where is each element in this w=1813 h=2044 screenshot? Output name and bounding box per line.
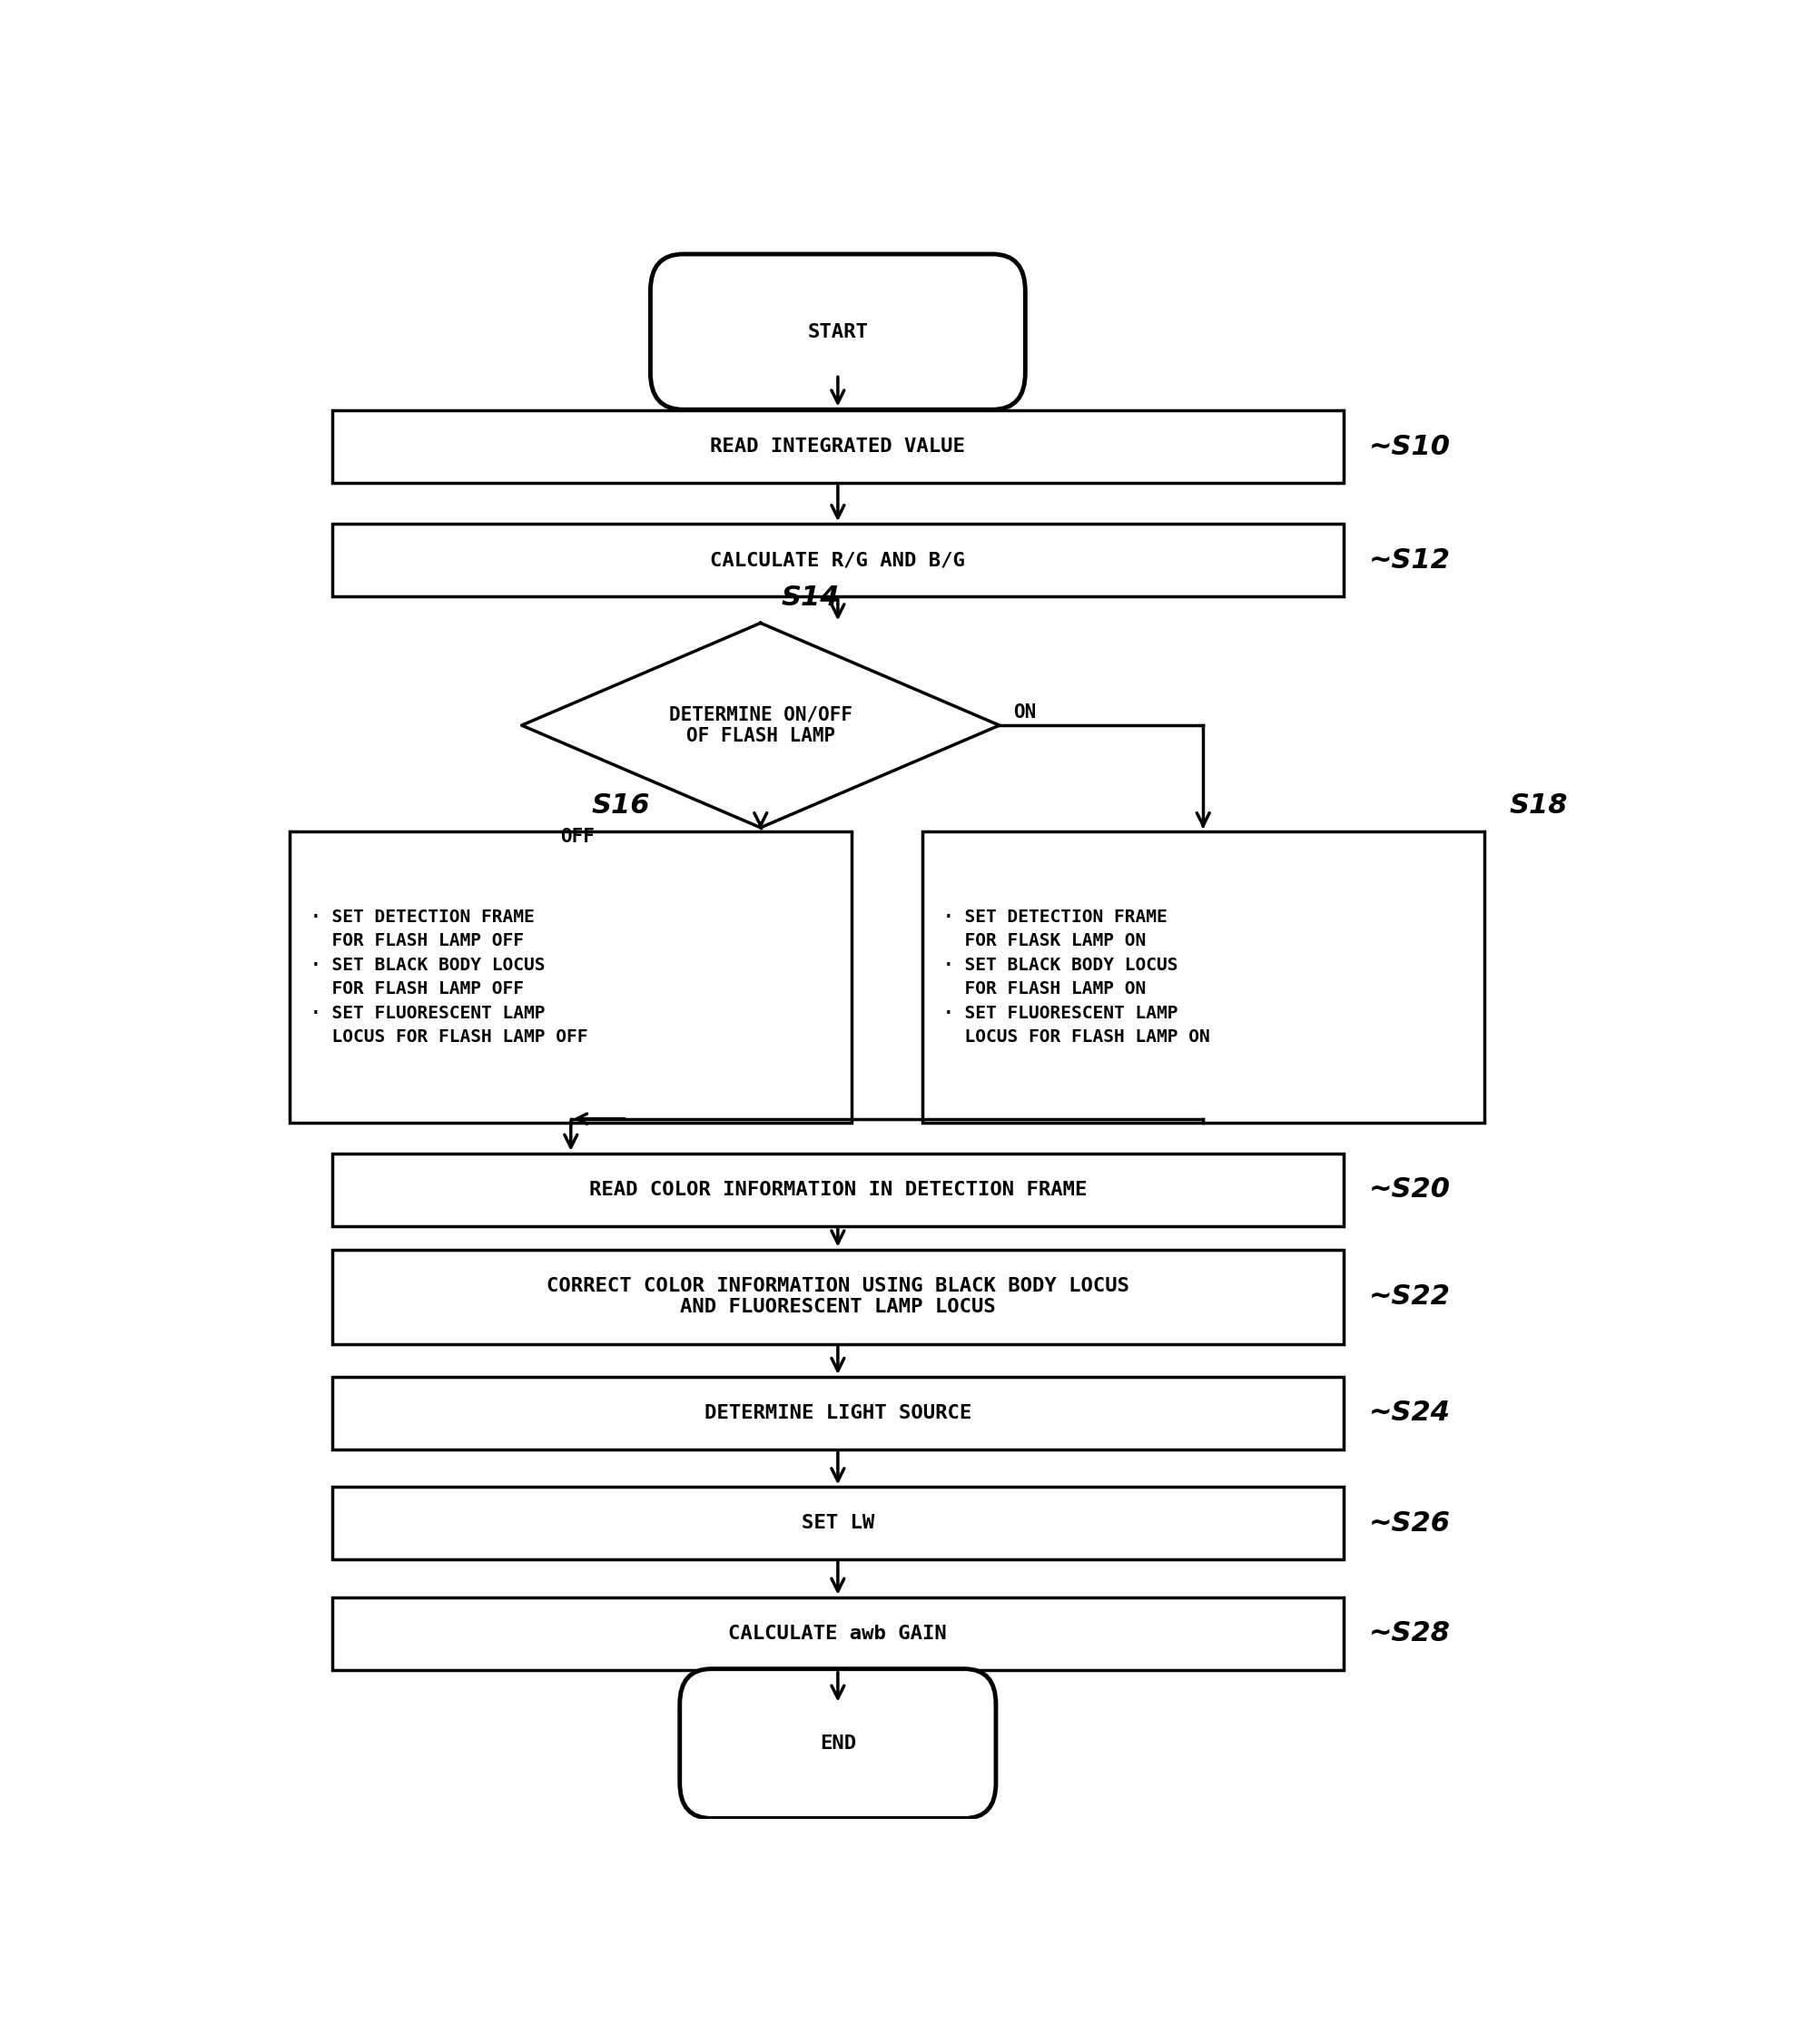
Text: CALCULATE awb GAIN: CALCULATE awb GAIN [729, 1625, 946, 1643]
Bar [332, 1249, 1343, 1343]
Text: FIG.2: FIG.2 [778, 260, 897, 298]
Text: ~S10: ~S10 [1369, 433, 1450, 460]
Text: READ INTEGRATED VALUE: READ INTEGRATED VALUE [711, 437, 965, 456]
FancyBboxPatch shape [680, 1668, 995, 1819]
Bar [332, 411, 1343, 482]
Bar [332, 1378, 1343, 1449]
Text: START: START [807, 323, 868, 341]
FancyBboxPatch shape [651, 253, 1026, 409]
Text: S18: S18 [1510, 793, 1568, 820]
Text: CORRECT COLOR INFORMATION USING BLACK BODY LOCUS
AND FLUORESCENT LAMP LOCUS: CORRECT COLOR INFORMATION USING BLACK BO… [546, 1278, 1129, 1316]
Text: DETERMINE LIGHT SOURCE: DETERMINE LIGHT SOURCE [703, 1404, 972, 1423]
Text: SET LW: SET LW [801, 1515, 874, 1533]
Text: ~S28: ~S28 [1369, 1621, 1450, 1647]
Text: ~S26: ~S26 [1369, 1511, 1450, 1537]
Text: DETERMINE ON/OFF
OF FLASH LAMP: DETERMINE ON/OFF OF FLASH LAMP [669, 705, 852, 744]
Text: ON: ON [1013, 703, 1037, 722]
Text: · SET DETECTION FRAME
  FOR FLASK LAMP ON
· SET BLACK BODY LOCUS
  FOR FLASH LAM: · SET DETECTION FRAME FOR FLASK LAMP ON … [943, 908, 1209, 1047]
Text: S16: S16 [591, 793, 651, 820]
Bar [332, 1596, 1343, 1670]
Text: ~S20: ~S20 [1369, 1177, 1450, 1202]
Text: ~S22: ~S22 [1369, 1284, 1450, 1310]
Bar [290, 832, 852, 1122]
Bar [332, 523, 1343, 597]
Text: · SET DETECTION FRAME
  FOR FLASH LAMP OFF
· SET BLACK BODY LOCUS
  FOR FLASH LA: · SET DETECTION FRAME FOR FLASH LAMP OFF… [312, 908, 587, 1047]
Text: ~S12: ~S12 [1369, 548, 1450, 572]
Text: ~S24: ~S24 [1369, 1400, 1450, 1427]
Text: OFF: OFF [560, 828, 595, 846]
Text: READ COLOR INFORMATION IN DETECTION FRAME: READ COLOR INFORMATION IN DETECTION FRAM… [589, 1181, 1086, 1198]
Text: S14: S14 [781, 585, 839, 611]
Text: CALCULATE R/G AND B/G: CALCULATE R/G AND B/G [711, 552, 965, 568]
Bar [923, 832, 1485, 1122]
Polygon shape [522, 623, 999, 828]
Bar [332, 1153, 1343, 1226]
Bar [332, 1488, 1343, 1560]
Text: END: END [819, 1735, 856, 1752]
